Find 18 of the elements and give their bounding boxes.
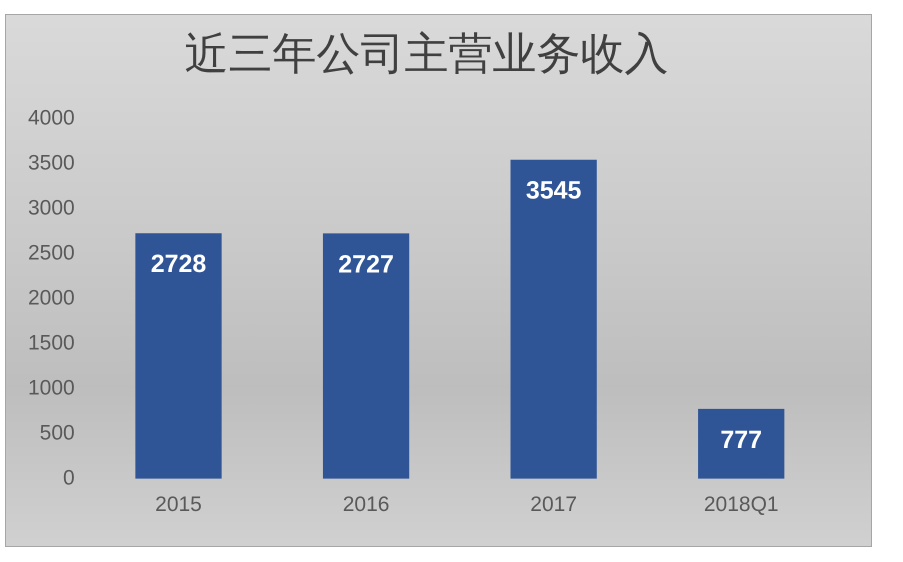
data-label: 3545 bbox=[526, 176, 582, 205]
x-tick-label: 2018Q1 bbox=[704, 493, 779, 516]
y-tick-label: 2500 bbox=[28, 242, 75, 265]
y-tick-label: 4000 bbox=[28, 106, 75, 130]
data-label: 2727 bbox=[338, 250, 394, 278]
y-tick-label: 1000 bbox=[28, 376, 75, 400]
y-tick-label: 3000 bbox=[28, 196, 75, 220]
x-tick-label: 2017 bbox=[530, 493, 578, 516]
y-tick-label: 2000 bbox=[28, 286, 75, 310]
y-tick-label: 0 bbox=[63, 466, 75, 490]
x-tick-label: 2015 bbox=[155, 493, 202, 516]
y-tick-label: 500 bbox=[40, 422, 75, 445]
data-label: 777 bbox=[720, 426, 762, 454]
chart-title: 近三年公司主营业务收入 bbox=[184, 30, 668, 79]
y-tick-label: 3500 bbox=[28, 152, 75, 175]
data-label: 2728 bbox=[150, 250, 206, 278]
y-tick-label: 1500 bbox=[28, 332, 75, 355]
x-tick-label: 2016 bbox=[342, 493, 390, 516]
